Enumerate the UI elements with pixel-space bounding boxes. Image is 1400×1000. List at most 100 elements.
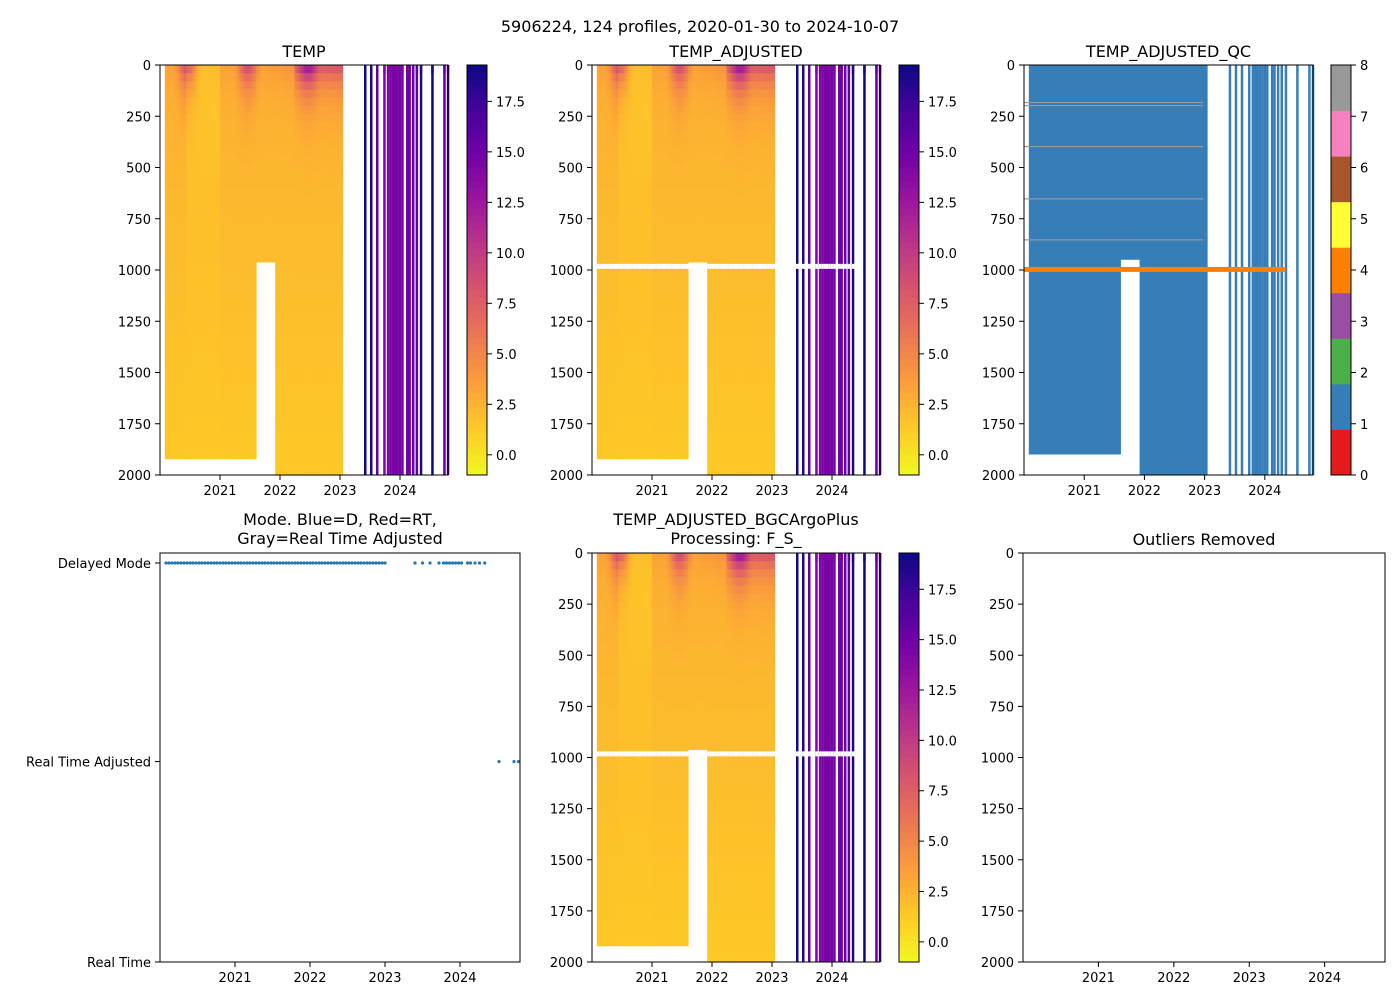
temp-cell [212,196,216,205]
temp-cell [188,434,192,443]
temp_adjusted-cell [616,188,619,197]
temp-cell [164,147,168,156]
temp-cell [296,368,300,378]
temp-cell [210,409,214,419]
temp-cell [292,245,295,255]
temp-cell [316,376,319,386]
temp-cell [248,278,252,287]
temp-cell [198,319,202,328]
temp-cell [215,450,219,460]
temp-cell [316,220,319,230]
temp-cell [270,138,274,148]
temp_adjusted-cell [635,409,639,419]
temp-cell [176,179,180,189]
temp-cell [251,393,255,402]
temp_adjusted-cell [656,97,660,107]
temp-cell [284,204,288,214]
temp_adjusted-cell [630,106,634,115]
temp-cell [210,97,214,107]
temp_adjusted-cell [623,319,627,328]
temp_adjusted-cell [604,343,607,353]
temp-cell [167,311,171,320]
temp-cell [296,106,300,115]
temp-cell [251,409,255,419]
temp-cell [210,311,214,320]
temp-cell [268,237,271,246]
temp-cell [244,409,247,419]
temp-cell [232,286,235,296]
temp-cell [196,393,199,402]
temp-cell [318,147,322,156]
temp_adjusted-cell [656,450,660,460]
temp-cell [184,89,187,99]
temp-cell [241,376,245,386]
temp-cell [340,343,343,353]
temp-cell [208,327,211,337]
temp-cell [196,302,199,312]
temp-cell [229,393,233,402]
temp_adjusted-dropout [654,263,658,269]
temp-cell [320,130,324,140]
temp_adjusted-cell [637,171,641,181]
temp-cell [208,237,211,246]
temp-cell [280,409,283,419]
temp-cell [234,220,238,230]
temp-cell [164,450,168,460]
temp-cell [251,368,255,378]
temp-cell [234,368,238,378]
temp_adjusted-cell [659,212,663,222]
temp_adjusted-cell [608,204,612,214]
temp-cell [335,450,339,460]
temp_adjusted-cell [616,155,619,164]
temp-cell [272,204,276,214]
temp-cell [308,253,312,263]
temp-cell [208,343,211,353]
temp_adjusted-cell [625,409,629,419]
temp-cell [311,163,315,173]
temp_adjusted-cell [620,122,624,132]
temp-cell [313,196,317,205]
temp-cell [335,229,339,238]
temp-cell [287,114,291,123]
temp-cell [244,401,247,410]
temp-cell [323,278,327,287]
temp-cell [287,65,291,74]
temp_adjusted-dropout [644,263,648,269]
temp-colorbar-segment [467,92,487,100]
temp-cell [188,376,192,386]
temp-cell [167,393,171,402]
temp_adjusted-cell [616,114,619,123]
temp-cell [313,417,317,427]
temp-cell [239,171,243,181]
temp_adjusted-cell [608,65,612,74]
temp-cell [323,89,327,99]
temp-cell [210,196,214,205]
temp-cell [212,65,216,74]
temp_adjusted-cell [640,188,643,197]
temp_adjusted-cell [644,220,648,230]
temp-cell [318,425,322,435]
temp-cell [174,335,178,345]
temp_adjusted-dropout [652,263,655,269]
temp-cell [311,360,315,369]
temp-cell [229,302,233,312]
temp_adjusted-cell [652,319,655,328]
temp-cell [275,188,279,197]
temp-cell [296,302,300,312]
temp_adjusted-cell [623,220,627,230]
temp-cell [167,319,171,328]
temp-cell [241,286,245,296]
temp_adjusted-cell [604,171,607,181]
temp-cell [263,171,267,181]
temp-cell [220,171,223,181]
temp-cell [306,360,310,369]
temp-cell [268,130,271,140]
temp-cell [313,122,317,132]
temp-cell [337,450,341,460]
temp-cell [232,81,235,91]
temp-cell [224,319,228,328]
temp_adjusted-cell [654,286,658,296]
temp-cell [244,196,247,205]
temp-cell [196,442,199,451]
temp-cell [164,73,168,82]
